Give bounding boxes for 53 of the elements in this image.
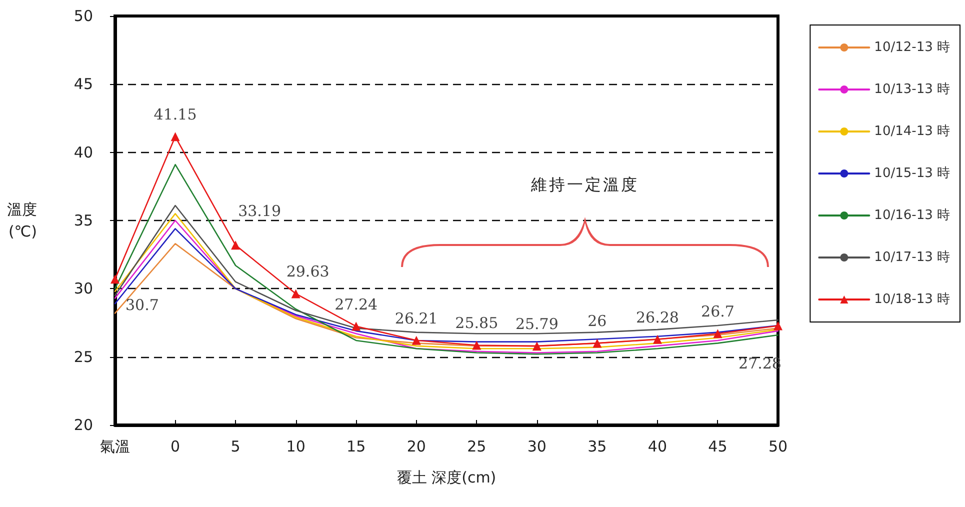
- legend-label: 10/15-13 時: [874, 166, 950, 181]
- point: [713, 329, 722, 338]
- data-label: 30.7: [126, 296, 159, 314]
- data-label: 27.24: [334, 295, 378, 314]
- line-series: [114, 164, 779, 355]
- point: [592, 338, 602, 348]
- x-tick-label: 35: [588, 438, 607, 456]
- point: [532, 342, 542, 351]
- x-tick-label: 50: [768, 438, 788, 456]
- legend-label: 10/12-13 時: [874, 40, 950, 55]
- x-axis-title: 覆土 深度(cm): [396, 468, 496, 486]
- x-tick-label: 氣溫: [100, 438, 130, 456]
- y-tick-label: 40: [74, 143, 93, 162]
- legend-label: 10/16-13 時: [874, 208, 950, 223]
- x-tick-label: 15: [346, 438, 366, 456]
- x-tick-label: 10: [286, 438, 306, 456]
- y-tick-label: 20: [74, 416, 93, 434]
- point: [170, 132, 180, 142]
- x-tick-label: 0: [170, 438, 180, 456]
- x-tick-label: 25: [467, 438, 486, 456]
- data-label: 26.21: [394, 309, 438, 328]
- x-tick-label: 45: [708, 438, 728, 456]
- data-label: 29.63: [286, 262, 330, 281]
- legend-label: 10/18-13 時: [874, 292, 950, 307]
- point: [231, 240, 240, 250]
- point: [110, 274, 120, 284]
- point: [412, 336, 421, 345]
- data-label: 25.79: [515, 315, 558, 334]
- data-label: 26: [588, 312, 607, 330]
- y-tick-label: 25: [74, 348, 93, 366]
- point: [472, 340, 482, 350]
- point: [652, 334, 662, 344]
- point: [352, 322, 361, 331]
- x-tick-label: 30: [527, 438, 546, 456]
- legend-label: 10/14-13 時: [874, 124, 950, 139]
- legend-label: 10/17-13 時: [874, 250, 950, 265]
- data-label: 41.15: [154, 106, 197, 124]
- data-label: 25.85: [455, 314, 498, 332]
- x-tick-label: 20: [406, 438, 426, 456]
- data-label: 26.28: [636, 308, 679, 326]
- annotation: 維持一定溫度: [530, 175, 640, 196]
- point: [774, 321, 782, 330]
- y-tick-label: 30: [74, 280, 93, 298]
- data-label: 26.7: [701, 302, 734, 321]
- legend-label: 10/13-13 時: [874, 82, 950, 97]
- x-tick-label: 40: [648, 438, 667, 456]
- data-label: 33.19: [238, 202, 282, 220]
- y-tick-label: 35: [74, 212, 93, 230]
- y-axis-title: 溫度 (℃): [7, 200, 37, 240]
- y-tick-label: 50: [74, 7, 93, 25]
- y-tick-label: 45: [74, 75, 93, 94]
- x-tick-label: 5: [230, 438, 240, 456]
- point: [291, 289, 300, 298]
